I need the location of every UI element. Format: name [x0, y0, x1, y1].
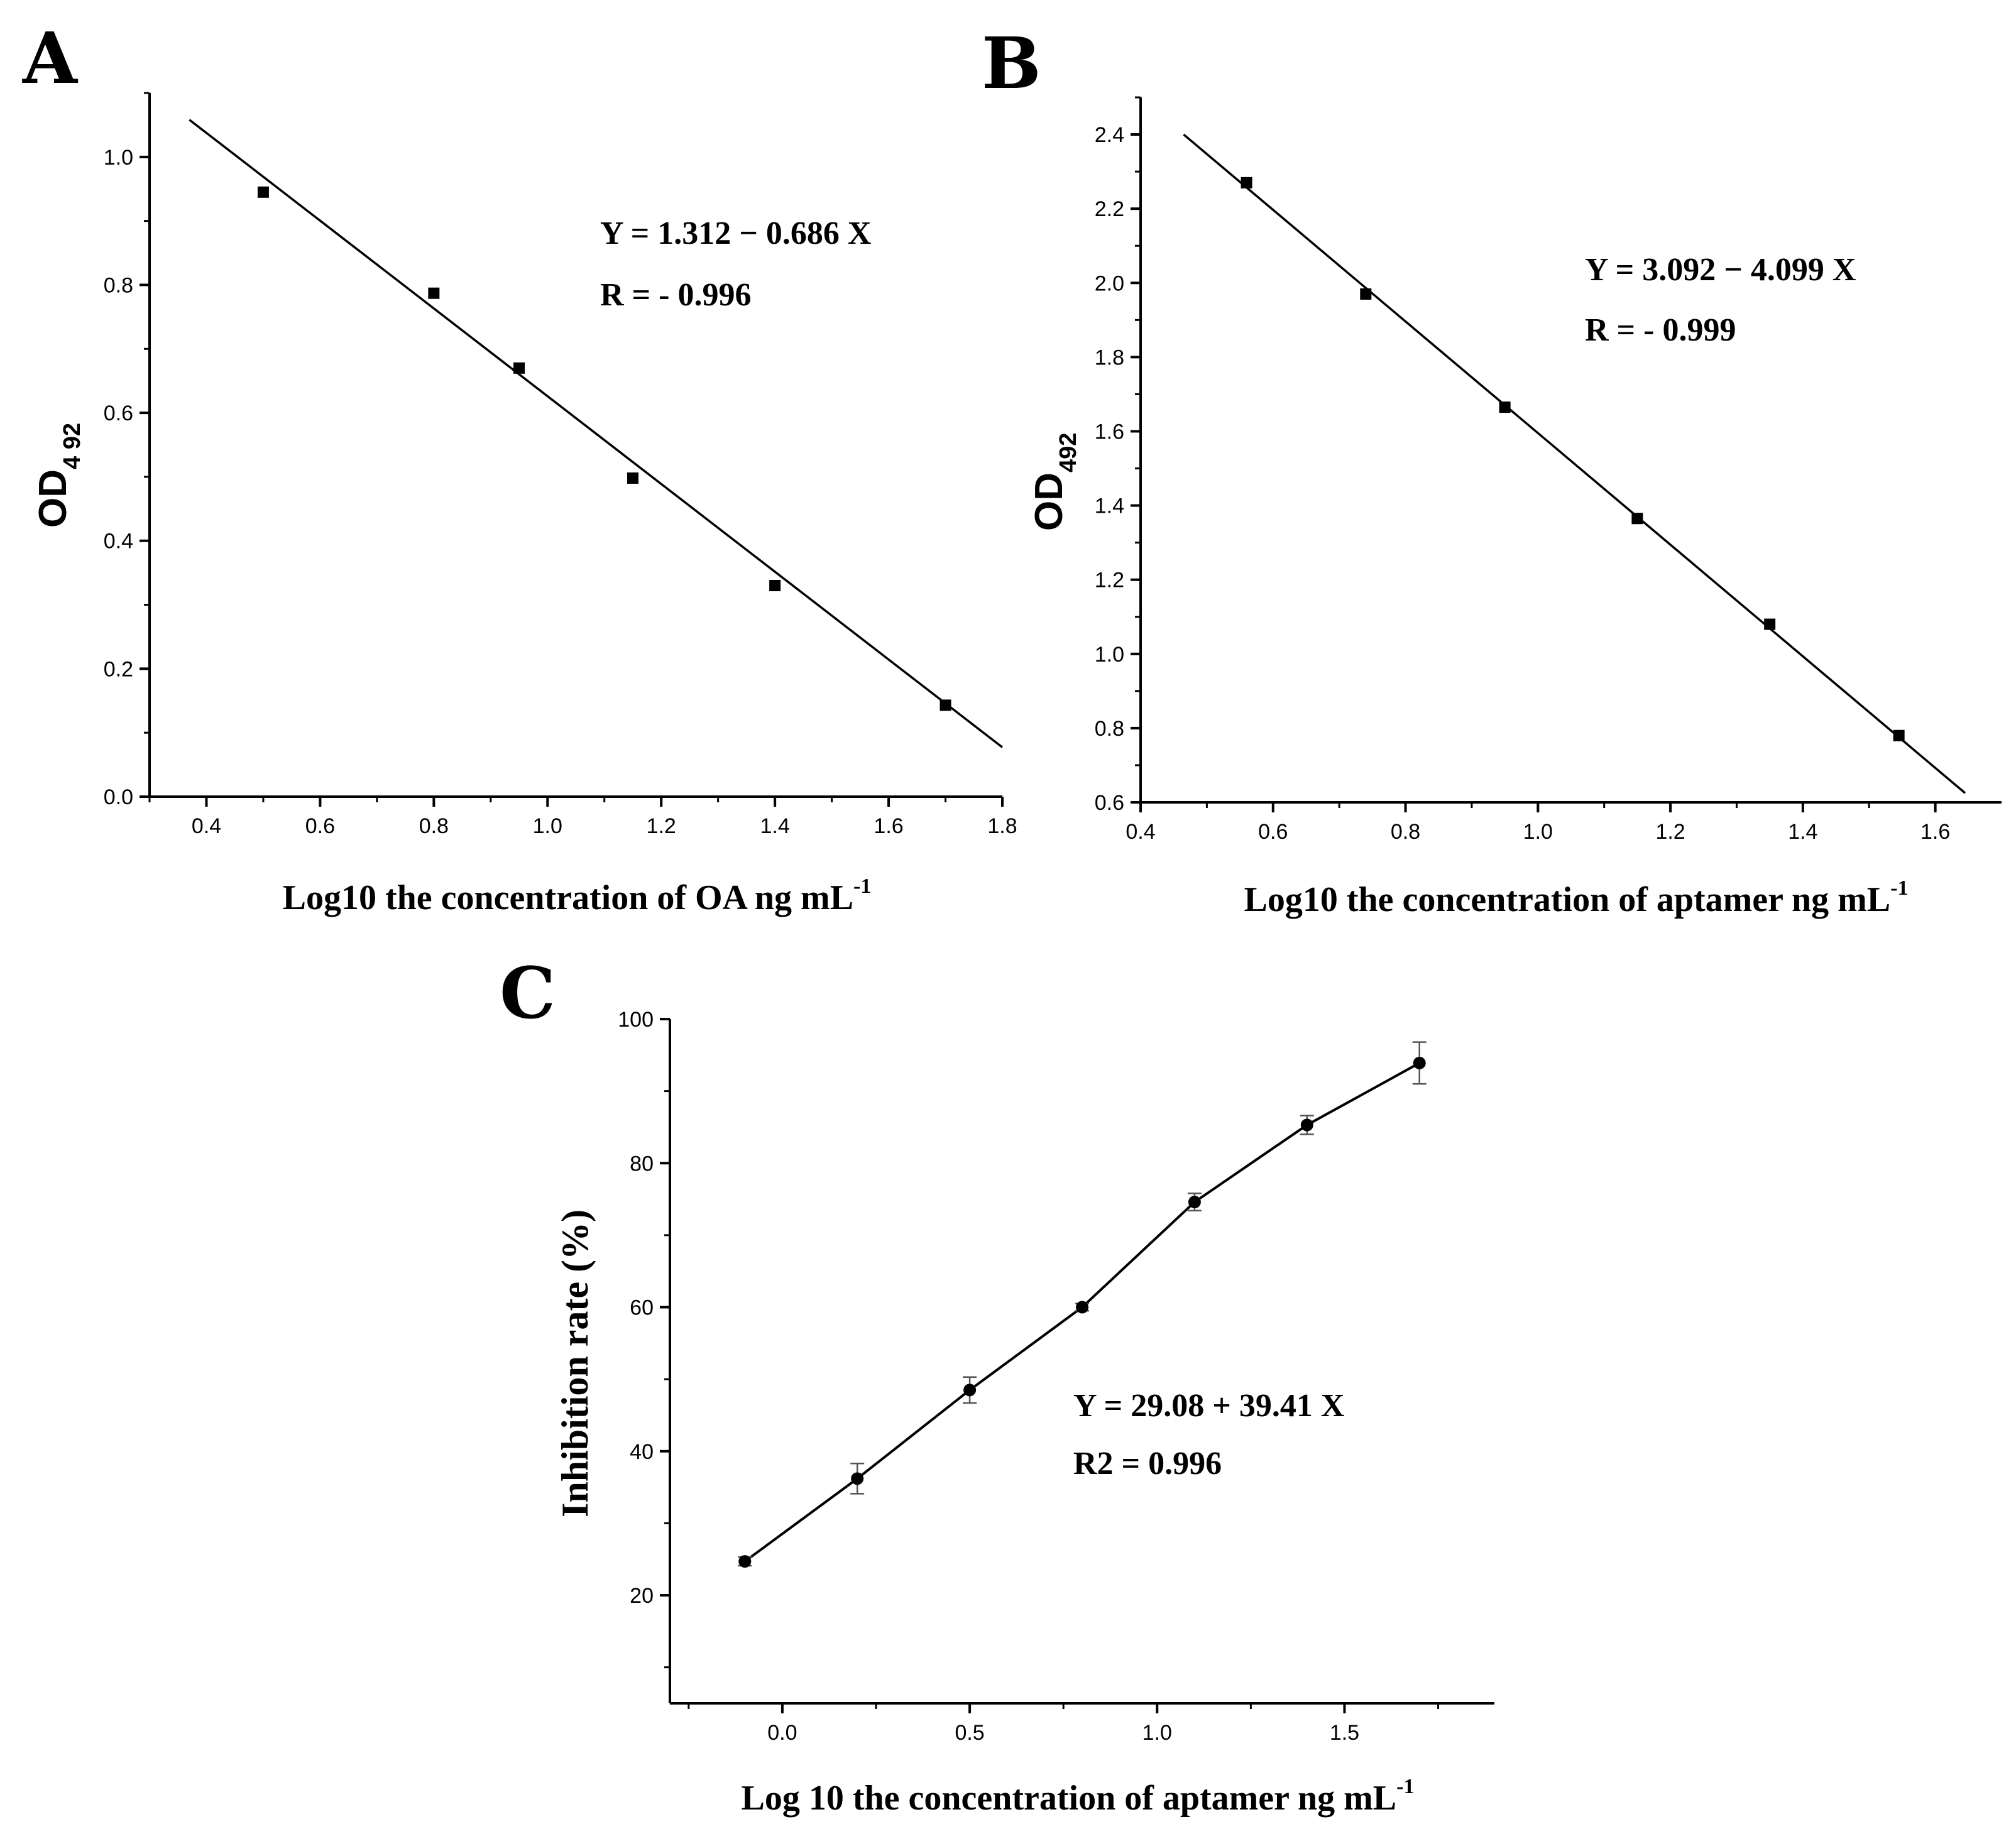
panel-c-y-tick-label: 60 — [630, 1296, 654, 1320]
panel-b-points — [1241, 177, 1905, 741]
panel-a-x-tick-label: 1.4 — [760, 814, 790, 838]
panel-b-equation: Y = 3.092 − 4.099 X — [1585, 252, 1856, 288]
panel-c-y-tick-label: 40 — [630, 1440, 654, 1464]
panel-b-y-tick-label: 1.4 — [1095, 494, 1124, 518]
panel-c-y-tick-label: 100 — [618, 1008, 654, 1032]
panel-c-data-point — [1188, 1196, 1201, 1209]
panel-b-y-tick-label: 1.0 — [1095, 643, 1124, 667]
panel-c-data-point — [1076, 1301, 1088, 1314]
panel-b-data-point — [1893, 729, 1905, 741]
panel-c-r2-value: R2 = 0.996 — [1073, 1446, 1222, 1482]
panel-a-y-axis-title: OD4 92 — [31, 423, 85, 528]
panel-b-data-point — [1499, 401, 1511, 413]
panel-b-x-tick-label: 1.4 — [1788, 820, 1817, 844]
panel-b-y-axis-title: OD492 — [1027, 433, 1082, 531]
panel-b: B 0.4 0.6 0.8 1.0 1.2 1.4 1.60.60.81.01.21.41.… — [982, 23, 2002, 919]
panel-a-axes: 0.4 0.6 0.8 1.0 1.2 1.4 1.6 1.8 0.0 0.2 0.4 0.6 0.8 1… — [104, 92, 1017, 838]
panel-c-data-point — [1300, 1118, 1313, 1132]
panel-b-y-tick-label: 1.6 — [1095, 420, 1124, 444]
panel-b-data-point — [1764, 618, 1776, 630]
panel-b-y-tick-label: 1.8 — [1095, 346, 1124, 369]
panel-b-y-tick-label: 1.2 — [1095, 569, 1124, 592]
panel-c-data-point — [851, 1472, 864, 1485]
panel-a-letter: A — [22, 18, 79, 100]
panel-b-r-value: R = - 0.999 — [1585, 312, 1736, 348]
panel-b-x-tick-label: 1.6 — [1920, 820, 1950, 844]
panel-b-fit-line — [1183, 133, 1966, 794]
panel-c-x-axis-title: Log 10 the concentration of aptamer ng m… — [742, 1775, 1415, 1818]
panel-b-x-tick-label: 1.0 — [1523, 820, 1553, 844]
panel-a-y-tick-label: 0.4 — [104, 530, 133, 554]
panel-a-data-point — [940, 699, 951, 711]
panel-b-y-tick-label: 0.6 — [1095, 791, 1124, 815]
panel-a-y-tick-label: 0.2 — [104, 657, 133, 681]
panel-a-x-tick-label: 0.8 — [419, 814, 449, 838]
panel-a-x-tick-label: 1.8 — [987, 814, 1017, 838]
panel-c-y-tick-label: 20 — [630, 1584, 654, 1608]
panel-b-data-point — [1360, 288, 1372, 300]
panel-a-x-axis-title: Log10 the concentration of OA ng mL-1 — [283, 875, 872, 917]
panel-a: A 0.4 0.6 0.8 1.0 1.2 1.4 1.6 1.80.00.20.40.60.… — [22, 18, 1017, 917]
panel-a-data-point — [513, 362, 525, 374]
panel-b-y-tick-label: 2.0 — [1095, 271, 1124, 295]
panel-b-letter: B — [982, 23, 1041, 105]
panel-c-x-tick-label: 0.0 — [767, 1721, 797, 1745]
panel-b-x-axis-title: Log10 the concentration of aptamer ng mL… — [1244, 876, 1909, 919]
panel-c-x-tick-label: 1.0 — [1142, 1721, 1172, 1745]
panel-c-data-point — [1413, 1056, 1426, 1069]
panel-a-y-tick-label: 0.0 — [104, 785, 133, 809]
panel-b-data-point — [1631, 513, 1643, 525]
panel-b-y-tick-label: 0.8 — [1095, 717, 1124, 741]
panel-b-regression-line — [1183, 133, 1966, 794]
panel-a-data-point — [627, 472, 638, 484]
panel-c: C 0.0 0.5 1.0 1.5 20 40 60 80 100 Y = 29.08 + 39… — [500, 952, 1494, 1818]
panel-c-y-axis-title: Inhibition rate (%) — [554, 1209, 596, 1517]
panel-c-y-tick-label: 80 — [630, 1152, 654, 1176]
panel-a-x-tick-label: 1.0 — [533, 814, 562, 838]
panel-a-fit-line — [189, 119, 1004, 748]
panel-a-data-point — [769, 580, 781, 591]
panel-c-equation: Y = 29.08 + 39.41 X — [1073, 1388, 1344, 1424]
panel-b-data-point — [1241, 177, 1252, 188]
panel-a-y-tick-label: 0.6 — [104, 401, 133, 425]
panel-c-x-tick-label: 1.5 — [1330, 1721, 1359, 1745]
panel-c-axes: 0.0 0.5 1.0 1.5 20 40 60 80 100 — [618, 1008, 1494, 1745]
panel-c-data-point — [963, 1384, 977, 1397]
panel-a-y-tick-label: 1.0 — [104, 146, 133, 170]
panel-b-y-tick-label: 2.2 — [1095, 197, 1124, 221]
panel-b-x-tick-label: 1.2 — [1655, 820, 1685, 844]
panel-a-points — [257, 186, 951, 711]
panel-a-x-tick-label: 0.6 — [305, 814, 335, 838]
panel-a-equation: Y = 1.312 − 0.686 X — [600, 216, 871, 251]
panel-a-data-point — [428, 287, 440, 299]
panel-c-letter: C — [500, 952, 556, 1035]
panel-a-x-tick-label: 1.6 — [874, 814, 903, 838]
panel-c-x-tick-label: 0.5 — [955, 1721, 984, 1745]
panel-a-data-point — [257, 186, 269, 198]
panel-c-data-point — [738, 1555, 752, 1568]
panel-c-series — [738, 1041, 1427, 1568]
panel-b-axes: 0.4 0.6 0.8 1.0 1.2 1.4 1.60.60.81.01.21.41.61… — [1095, 96, 2002, 844]
panel-b-x-tick-label: 0.6 — [1258, 820, 1288, 844]
panel-a-x-tick-label: 1.2 — [647, 814, 676, 838]
panel-a-regression-line — [189, 119, 1004, 748]
panel-b-x-tick-label: 0.8 — [1391, 820, 1420, 844]
panel-b-y-tick-label: 2.4 — [1095, 123, 1124, 147]
panel-a-x-tick-label: 0.4 — [192, 814, 221, 838]
panel-a-y-tick-label: 0.8 — [104, 273, 133, 297]
panel-a-r-value: R = - 0.996 — [600, 277, 752, 313]
panel-b-x-tick-label: 0.4 — [1126, 820, 1155, 844]
